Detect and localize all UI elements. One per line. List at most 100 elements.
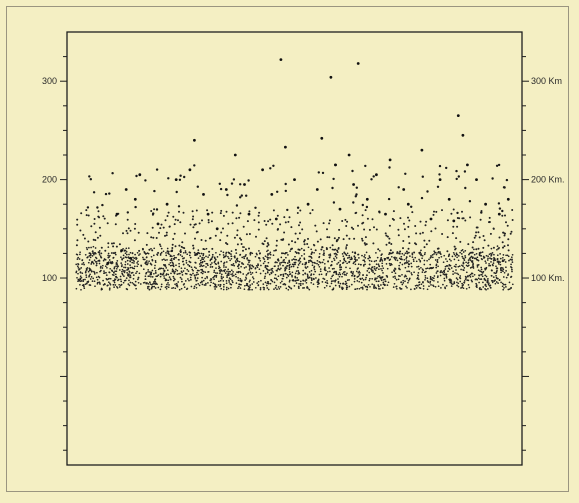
data-point bbox=[463, 259, 466, 262]
data-point bbox=[286, 208, 289, 212]
data-point bbox=[178, 178, 182, 181]
data-point bbox=[308, 288, 311, 291]
data-point bbox=[282, 252, 285, 255]
data-point bbox=[160, 285, 163, 288]
data-point bbox=[287, 254, 289, 256]
data-point bbox=[399, 261, 402, 264]
data-point bbox=[292, 258, 295, 260]
data-point bbox=[172, 275, 175, 278]
data-point bbox=[108, 192, 111, 195]
data-point bbox=[501, 282, 504, 285]
data-point bbox=[254, 286, 257, 289]
data-point bbox=[274, 261, 277, 264]
data-point bbox=[274, 217, 278, 221]
data-point bbox=[505, 266, 507, 269]
data-point bbox=[264, 264, 267, 267]
data-point bbox=[332, 287, 335, 290]
data-point bbox=[114, 273, 117, 276]
data-point bbox=[133, 257, 136, 260]
data-point bbox=[173, 277, 175, 280]
data-point bbox=[495, 276, 498, 279]
data-point bbox=[392, 276, 395, 278]
data-point bbox=[348, 261, 350, 264]
data-point bbox=[118, 283, 121, 286]
data-point bbox=[433, 253, 435, 255]
data-point bbox=[109, 267, 112, 270]
data-point bbox=[231, 279, 233, 282]
data-point bbox=[210, 281, 212, 284]
data-point bbox=[103, 270, 105, 272]
data-point bbox=[155, 237, 158, 239]
data-point bbox=[376, 256, 379, 259]
data-point bbox=[237, 287, 239, 290]
data-point bbox=[180, 278, 183, 280]
data-point bbox=[341, 287, 343, 290]
data-point bbox=[507, 255, 510, 258]
data-point bbox=[162, 272, 165, 275]
data-point bbox=[188, 254, 191, 257]
data-point bbox=[386, 267, 389, 270]
data-point bbox=[450, 212, 453, 215]
data-point bbox=[155, 282, 158, 285]
data-point bbox=[287, 285, 290, 288]
data-point bbox=[388, 237, 391, 240]
data-point bbox=[275, 284, 278, 287]
data-point bbox=[336, 249, 339, 252]
data-point bbox=[257, 221, 260, 224]
data-point bbox=[501, 241, 504, 244]
data-point bbox=[152, 283, 154, 285]
data-point bbox=[478, 253, 481, 255]
data-point bbox=[501, 267, 504, 269]
data-point bbox=[155, 168, 159, 171]
data-point bbox=[402, 279, 405, 282]
data-point bbox=[102, 215, 105, 218]
data-point bbox=[470, 260, 473, 263]
data-point bbox=[219, 187, 223, 191]
data-point bbox=[116, 260, 119, 262]
data-point bbox=[364, 278, 367, 281]
data-point bbox=[238, 216, 241, 219]
data-point bbox=[76, 239, 79, 242]
data-point bbox=[268, 269, 271, 272]
data-point bbox=[215, 251, 217, 254]
data-point bbox=[353, 261, 356, 263]
data-point bbox=[397, 234, 400, 237]
data-point bbox=[199, 261, 202, 264]
data-point bbox=[174, 287, 177, 290]
data-point bbox=[267, 243, 270, 246]
data-point bbox=[137, 260, 139, 263]
data-point bbox=[113, 272, 115, 274]
data-point bbox=[501, 214, 504, 217]
data-point bbox=[480, 266, 483, 269]
data-point bbox=[82, 262, 85, 264]
data-point bbox=[492, 246, 495, 249]
data-point bbox=[233, 153, 237, 157]
data-point bbox=[424, 224, 427, 227]
data-point bbox=[232, 263, 235, 265]
data-point bbox=[126, 263, 129, 265]
data-point bbox=[184, 232, 186, 235]
data-point bbox=[93, 253, 95, 256]
data-point bbox=[87, 261, 90, 264]
data-point bbox=[421, 254, 424, 257]
data-point bbox=[198, 222, 201, 225]
data-point bbox=[327, 260, 329, 262]
data-point bbox=[196, 269, 199, 272]
data-point bbox=[285, 287, 288, 290]
data-point bbox=[488, 264, 490, 267]
data-point bbox=[313, 244, 316, 247]
data-point bbox=[167, 286, 170, 289]
data-point bbox=[478, 287, 481, 290]
data-point bbox=[229, 283, 231, 285]
data-point bbox=[120, 265, 123, 268]
data-point bbox=[470, 272, 473, 275]
data-point bbox=[491, 252, 494, 254]
data-point bbox=[211, 256, 214, 259]
data-point bbox=[325, 284, 328, 287]
data-point bbox=[301, 263, 304, 265]
data-point bbox=[83, 237, 86, 240]
data-point bbox=[243, 256, 245, 258]
data-point bbox=[291, 263, 294, 266]
data-point bbox=[145, 243, 148, 246]
data-point bbox=[306, 243, 309, 245]
